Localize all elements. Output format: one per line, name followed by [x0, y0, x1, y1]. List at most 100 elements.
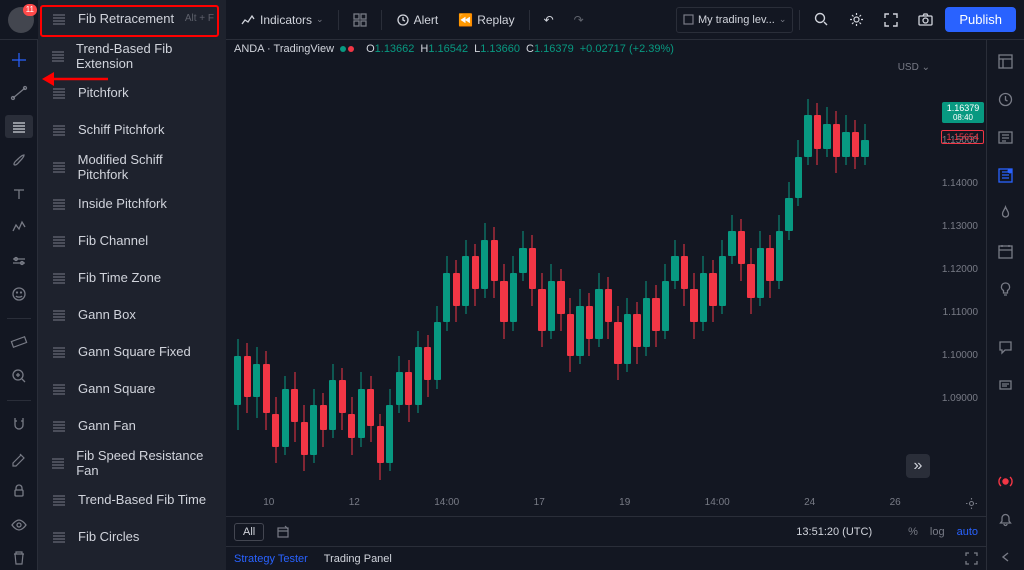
tool-menu-item[interactable]: Trend-Based Fib Time	[38, 481, 226, 518]
tool-menu-item[interactable]: Fib Circles	[38, 518, 226, 555]
chat-button[interactable]	[993, 334, 1019, 360]
tool-menu-item[interactable]: Fib Speed Resistance Fan	[38, 444, 226, 481]
go-to-realtime-button[interactable]: »	[906, 454, 930, 478]
redo-button[interactable]: ↷	[566, 7, 592, 33]
news-panel-button[interactable]	[993, 124, 1019, 150]
private-chat-button[interactable]	[993, 372, 1019, 398]
ideas-button[interactable]	[993, 276, 1019, 302]
tool-item-icon	[50, 454, 66, 472]
time-axis[interactable]: 101214:00171914:002426	[226, 488, 938, 516]
fib-tool[interactable]	[5, 115, 33, 138]
price-tick: 1.11000	[943, 307, 982, 318]
tool-item-shortcut: Alt + F	[185, 13, 214, 24]
tab-strategy-tester[interactable]: Strategy Tester	[234, 553, 308, 565]
tool-item-icon	[50, 195, 68, 213]
candle	[557, 74, 564, 488]
brush-tool[interactable]	[5, 148, 33, 171]
watchlist-panel-button[interactable]	[993, 48, 1019, 74]
tool-menu-item[interactable]: Inside Pitchfork	[38, 185, 226, 222]
calendar-button[interactable]	[993, 238, 1019, 264]
chart-container[interactable]: USD ⌄ 1.150001.140001.130001.120001.1100…	[226, 58, 986, 516]
publish-button[interactable]: Publish	[945, 7, 1016, 32]
log-toggle[interactable]: log	[930, 526, 945, 538]
text-tool[interactable]	[5, 182, 33, 205]
tool-menu-item[interactable]: Gann Square	[38, 370, 226, 407]
candle	[377, 74, 384, 488]
eye-tool[interactable]	[5, 513, 33, 536]
fib-tool-menu: Fib RetracementAlt + FTrend-Based Fib Ex…	[38, 0, 226, 570]
candle	[358, 74, 365, 488]
tool-item-label: Pitchfork	[78, 85, 129, 100]
tool-menu-item[interactable]: Trend-Based Fib Extension	[38, 37, 226, 74]
candle	[766, 74, 773, 488]
tool-item-label: Trend-Based Fib Time	[78, 492, 206, 507]
templates-button[interactable]	[345, 7, 375, 33]
zoom-tool[interactable]	[5, 364, 33, 387]
prediction-tool[interactable]	[5, 249, 33, 272]
trash-tool[interactable]	[5, 546, 33, 569]
notifications-button[interactable]	[993, 506, 1019, 532]
tool-menu-item[interactable]: Modified Schiff Pitchfork	[38, 148, 226, 185]
fullscreen-button[interactable]	[876, 7, 906, 33]
candle	[709, 74, 716, 488]
watchlist-dropdown[interactable]: My trading lev... ⌄	[676, 7, 793, 33]
avatar[interactable]: 11	[8, 7, 34, 33]
candle-area	[234, 74, 938, 488]
time-label: 13:51:20 (UTC)	[796, 526, 872, 538]
search-button[interactable]	[806, 7, 837, 33]
settings-button[interactable]	[841, 7, 872, 33]
candle	[310, 74, 317, 488]
candle	[272, 74, 279, 488]
emoji-tool[interactable]	[5, 282, 33, 305]
ohlc-close: 1.16379	[534, 43, 574, 55]
tool-menu-item[interactable]: Schiff Pitchfork	[38, 111, 226, 148]
tool-menu-item[interactable]: Fib Time Zone	[38, 259, 226, 296]
ruler-tool[interactable]	[5, 331, 33, 354]
date-range-all[interactable]: All	[234, 523, 264, 541]
tool-menu-item[interactable]: Pitchfork	[38, 74, 226, 111]
price-tick: 1.09000	[942, 393, 982, 404]
collapse-panel-button[interactable]	[993, 544, 1019, 570]
watchlist-label: My trading lev...	[698, 14, 775, 26]
data-window-button[interactable]	[993, 162, 1019, 188]
alert-label: Alert	[414, 13, 439, 27]
tab-trading-panel[interactable]: Trading Panel	[324, 553, 392, 565]
axis-settings-button[interactable]	[965, 497, 978, 510]
replay-button[interactable]: ⏪ Replay	[450, 7, 522, 33]
lock-tool[interactable]	[5, 480, 33, 503]
indicators-button[interactable]: Indicators ⌄	[232, 7, 332, 33]
tool-menu-item[interactable]: Gann Box	[38, 296, 226, 333]
cross-tool[interactable]	[5, 48, 33, 71]
candle	[263, 74, 270, 488]
tool-menu-item[interactable]: Gann Fan	[38, 407, 226, 444]
stream-button[interactable]	[993, 468, 1019, 494]
replay-label: Replay	[477, 13, 514, 27]
alerts-panel-button[interactable]	[993, 86, 1019, 112]
hotlist-button[interactable]	[993, 200, 1019, 226]
tool-item-label: Fib Time Zone	[78, 270, 161, 285]
pattern-tool[interactable]	[5, 215, 33, 238]
goto-date-button[interactable]	[276, 525, 290, 539]
maximize-panel-button[interactable]	[965, 552, 978, 565]
candle	[282, 74, 289, 488]
alert-button[interactable]: Alert	[388, 7, 447, 33]
trendline-tool[interactable]	[5, 81, 33, 104]
candle	[671, 74, 678, 488]
tool-menu-item[interactable]: Gann Square Fixed	[38, 333, 226, 370]
currency-label[interactable]: USD ⌄	[892, 60, 936, 75]
indicators-label: Indicators	[260, 13, 312, 27]
drawing-mode-tool[interactable]	[5, 446, 33, 469]
tool-item-label: Fib Channel	[78, 233, 148, 248]
indicators-icon	[240, 12, 256, 28]
tool-item-icon	[50, 343, 68, 361]
candle	[424, 74, 431, 488]
tool-menu-item[interactable]: Fib RetracementAlt + F	[38, 0, 226, 37]
camera-button[interactable]	[910, 7, 941, 33]
left-toolbar	[0, 40, 38, 570]
undo-button[interactable]: ↶	[536, 7, 562, 33]
tool-menu-item[interactable]: Fib Channel	[38, 222, 226, 259]
candle	[681, 74, 688, 488]
pct-toggle[interactable]: %	[908, 526, 918, 538]
auto-toggle[interactable]: auto	[957, 526, 978, 538]
magnet-tool[interactable]	[5, 413, 33, 436]
